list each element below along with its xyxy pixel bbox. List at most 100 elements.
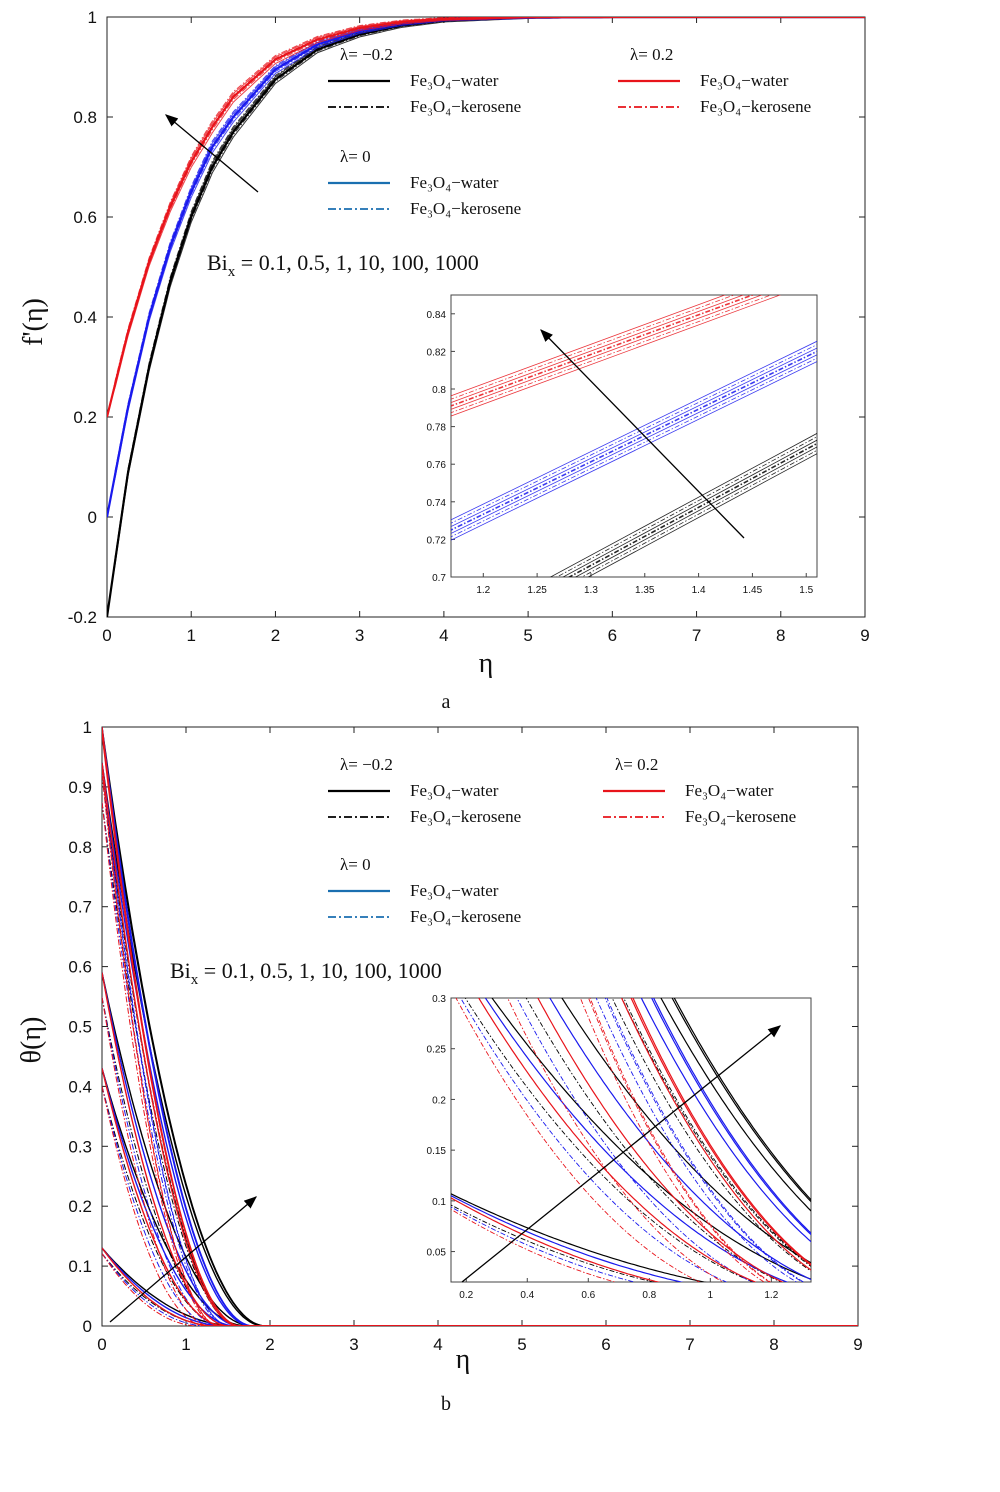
parameter-annotation-a: Bix = 0.1, 0.5, 1, 10, 100, 1000 xyxy=(207,250,479,280)
x-tick-label-a-9: 9 xyxy=(860,626,869,645)
inset-series-a-0-5 xyxy=(451,295,736,400)
legend-label-b-2-1: Fe₃O₄−kerosene xyxy=(410,907,521,926)
legend-label-a-2-1: Fe₃O₄−kerosene xyxy=(410,199,521,218)
series-curve-b-1-3-0 xyxy=(102,762,858,1326)
x-tick-label-b-9: 9 xyxy=(853,1335,862,1354)
inset-series-b-2-1-0 xyxy=(478,998,757,1282)
annotation-sub-b: x xyxy=(191,972,199,988)
inset-y-tick-label-a-3: 0.76 xyxy=(427,460,447,471)
x-tick-label-a-0: 0 xyxy=(102,626,111,645)
inset-frame-b xyxy=(450,997,812,1283)
inset-y-tick-label-a-0: 0.7 xyxy=(432,573,446,584)
y-tick-label-b-1: 0.1 xyxy=(68,1257,92,1276)
inset-y-tick-label-b-0: 0.05 xyxy=(427,1248,447,1259)
inset-x-tick-label-b-0: 0.2 xyxy=(459,1290,473,1301)
y-axis-label-a: f'(η) xyxy=(18,298,49,346)
inset-y-tick-label-b-3: 0.2 xyxy=(432,1095,446,1106)
y-tick-label-a-0: -0.2 xyxy=(68,608,97,627)
inset-x-tick-label-a-3: 1.35 xyxy=(635,585,655,596)
inset-series-a-0-2 xyxy=(451,295,763,410)
legend-label-a-0-0: Fe₃O₄−water xyxy=(410,71,499,90)
series-curve-b-0-5-0 xyxy=(102,727,858,1326)
inset-x-tick-label-a-0: 1.2 xyxy=(476,585,490,596)
legend-title-b-1: λ= 0.2 xyxy=(615,755,658,774)
inset-series-b-2-5-1 xyxy=(589,998,772,1282)
annotation-sub-a: x xyxy=(228,264,236,280)
y-tick-label-a-5: 0.8 xyxy=(73,108,97,127)
x-tick-label-b-1: 1 xyxy=(181,1335,190,1354)
inset-y-tick-label-b-1: 0.1 xyxy=(432,1197,446,1208)
inset-x-tick-label-b-4: 1 xyxy=(708,1290,714,1301)
x-tick-label-a-1: 1 xyxy=(186,626,195,645)
inset-series-a-2-3 xyxy=(567,442,817,577)
inset-series-b-2-3-0 xyxy=(620,998,811,1271)
annotation-rest-b: = 0.1, 0.5, 1, 10, 100, 1000 xyxy=(198,958,441,983)
inset-series-b-0-1-0 xyxy=(491,998,811,1280)
x-tick-label-b-6: 6 xyxy=(601,1335,610,1354)
inset-series-a-2-2 xyxy=(574,446,817,577)
inset-series-a-1-6 xyxy=(451,340,817,521)
inset-curves-a xyxy=(451,295,817,577)
inset-x-tick-label-a-2: 1.3 xyxy=(584,585,598,596)
inset-series-b-1-0-0 xyxy=(451,1195,684,1282)
y-tick-label-b-4: 0.4 xyxy=(68,1077,92,1096)
legend-title-a-0: λ= −0.2 xyxy=(340,45,393,64)
inset-series-b-0-5-0 xyxy=(673,998,811,1201)
legend-label-a-2-0: Fe₃O₄−water xyxy=(410,173,499,192)
inset-series-a-2-0 xyxy=(587,453,817,577)
inset-series-b-0-3-1 xyxy=(611,998,811,1272)
y-tick-label-b-9: 0.9 xyxy=(68,778,92,797)
inset-series-b-2-4-0 xyxy=(630,998,811,1266)
series-curve-b-0-2-0 xyxy=(102,972,858,1326)
inset-series-b-1-4-1 xyxy=(604,998,804,1282)
inset-series-a-1-3 xyxy=(451,350,817,531)
x-tick-label-a-6: 6 xyxy=(608,626,617,645)
x-tick-label-a-4: 4 xyxy=(439,626,448,645)
legend-label-b-2-0: Fe₃O₄−water xyxy=(410,881,499,900)
inset-series-b-1-4-0 xyxy=(650,998,811,1236)
annotation-main-a: Bi xyxy=(207,250,228,275)
inset-series-b-1-3-1 xyxy=(595,998,798,1282)
legend-label-b-1-0: Fe₃O₄−water xyxy=(685,781,774,800)
curves-b xyxy=(102,727,858,1326)
inset-curves-b xyxy=(451,998,811,1282)
inset-series-b-1-5-0 xyxy=(652,998,811,1234)
inset-y-tick-label-a-6: 0.82 xyxy=(427,347,447,358)
inset-series-b-2-5-0 xyxy=(632,998,811,1265)
inset-series-b-1-0-1 xyxy=(451,1206,636,1282)
legend-title-b-2: λ= 0 xyxy=(340,855,371,874)
inset-x-tick-label-a-5: 1.45 xyxy=(743,585,763,596)
inset-series-a-0-1 xyxy=(451,295,772,414)
legend-label-b-0-1: Fe₃O₄−kerosene xyxy=(410,807,521,826)
x-tick-label-b-2: 2 xyxy=(265,1335,274,1354)
inset-series-a-1-5 xyxy=(451,344,817,524)
inset-series-b-1-2-0 xyxy=(549,998,811,1281)
inset-series-a-1-2 xyxy=(451,354,817,534)
y-tick-label-b-10: 1 xyxy=(83,718,92,737)
inset-frame-a xyxy=(450,294,818,578)
inset-series-b-2-2-1 xyxy=(507,998,725,1282)
inset-series-a-0-6 xyxy=(451,295,726,397)
x-tick-label-b-3: 3 xyxy=(349,1335,358,1354)
inset-y-tick-label-a-4: 0.78 xyxy=(427,423,447,434)
y-tick-label-b-5: 0.5 xyxy=(68,1018,92,1037)
x-tick-label-b-4: 4 xyxy=(433,1335,442,1354)
inset-series-b-2-3-1 xyxy=(579,998,765,1282)
inset-series-b-0-2-0 xyxy=(561,998,811,1264)
inset-series-b-0-5-1 xyxy=(623,998,811,1267)
annotation-main-b: Bi xyxy=(170,958,191,983)
x-tick-label-a-5: 5 xyxy=(523,626,532,645)
y-tick-label-b-7: 0.7 xyxy=(68,898,92,917)
inset-series-b-0-2-1 xyxy=(525,998,782,1282)
inset-series-b-0-0-0 xyxy=(451,1193,707,1282)
legend-label-a-0-1: Fe₃O₄−kerosene xyxy=(410,97,521,116)
inset-series-a-0-4 xyxy=(451,295,745,403)
x-axis-label-a: η xyxy=(479,648,494,679)
inset-x-tick-label-a-4: 1.4 xyxy=(692,585,706,596)
curves-a xyxy=(107,17,865,617)
inset-series-b-2-4-1 xyxy=(588,998,771,1282)
series-curve-b-1-5-0 xyxy=(102,727,858,1326)
trend-arrow-b xyxy=(109,1196,257,1323)
inset-x-tick-label-a-6: 1.5 xyxy=(799,585,813,596)
y-tick-label-b-3: 0.3 xyxy=(68,1137,92,1156)
